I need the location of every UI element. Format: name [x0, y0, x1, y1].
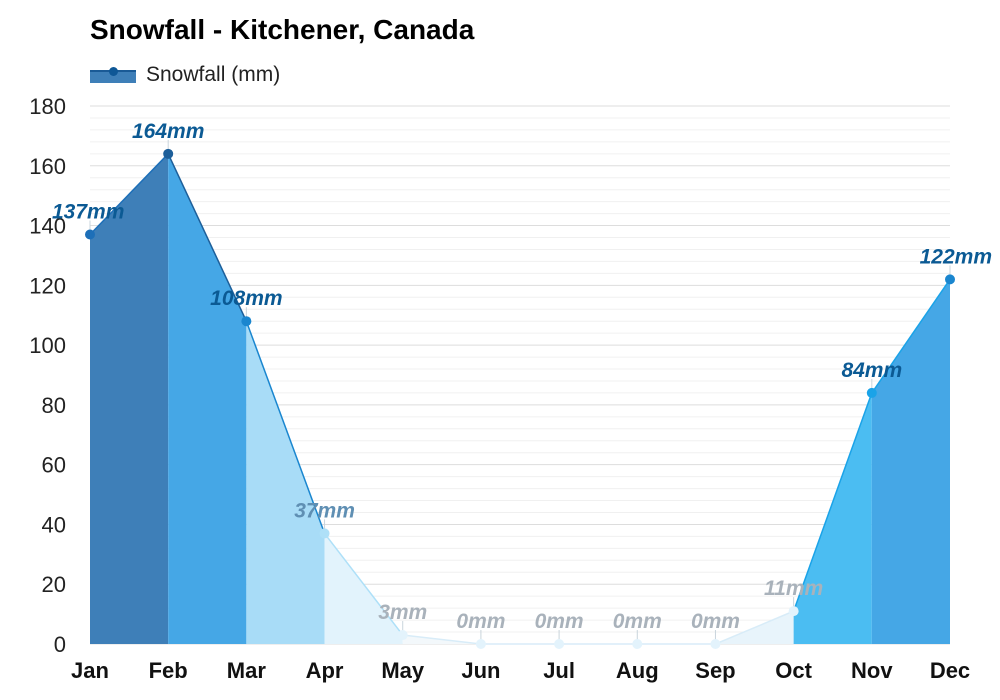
data-point-aug — [632, 639, 643, 649]
data-label-feb: 164mm — [132, 120, 204, 143]
x-tick-label-may: May — [381, 658, 425, 683]
x-tick-label-feb: Feb — [149, 658, 188, 683]
data-label-jan: 137mm — [52, 201, 124, 224]
x-tick-label-jun: Jun — [461, 658, 500, 683]
y-tick-label: 20 — [42, 572, 66, 597]
series-line-segment — [89, 153, 169, 236]
area-segment-nov — [871, 279, 950, 644]
data-label-apr: 37mm — [294, 499, 355, 522]
y-tick-label: 40 — [42, 512, 66, 537]
data-labels: 137mm 164mm 108mm 37mm 3mm 0mm 0mm 0mm 0mm 11mm 84… — [52, 120, 992, 633]
y-axis-ticks: 0 20 40 60 80 100 120 140 160 180 — [29, 94, 66, 657]
y-tick-label: 140 — [29, 214, 66, 239]
data-points — [85, 139, 955, 649]
series-lines — [89, 153, 951, 645]
y-tick-label: 100 — [29, 333, 66, 358]
data-label-may: 3mm — [378, 601, 427, 624]
legend-label: Snowfall (mm) — [146, 63, 281, 86]
y-tick-label: 160 — [29, 154, 66, 179]
series-line-segment — [167, 153, 248, 322]
y-tick-label: 0 — [54, 632, 66, 657]
data-point-jan — [85, 229, 95, 240]
legend-swatch-icon — [90, 67, 136, 83]
x-axis-ticks: Jan Feb Mar Apr May Jun Jul Aug Sep Oct Nov Dec — [71, 658, 970, 683]
y-tick-label: 120 — [29, 273, 66, 298]
data-label-oct: 11mm — [764, 577, 823, 600]
data-point-jul — [554, 639, 565, 649]
x-tick-label-aug: Aug — [616, 658, 659, 683]
data-label-aug: 0mm — [613, 610, 662, 633]
x-tick-label-jul: Jul — [543, 658, 575, 683]
x-tick-label-oct: Oct — [775, 658, 812, 683]
legend[interactable]: Snowfall (mm) — [90, 60, 280, 90]
data-label-sep: 0mm — [691, 610, 740, 633]
series-line-segment — [792, 392, 873, 612]
series-line-segment — [715, 610, 794, 645]
data-point-apr — [319, 528, 330, 539]
y-tick-label: 80 — [42, 393, 66, 418]
data-label-nov: 84mm — [841, 359, 902, 382]
area-segment-feb — [168, 153, 247, 645]
x-tick-label-mar: Mar — [227, 658, 267, 683]
area-segment-oct — [793, 392, 872, 644]
data-label-mar: 108mm — [210, 287, 282, 310]
data-point-mar — [241, 316, 252, 327]
area-segment-mar — [246, 321, 325, 644]
area-segment-apr — [324, 533, 403, 644]
x-tick-label-sep: Sep — [695, 658, 735, 683]
data-label-jul: 0mm — [535, 610, 584, 633]
area-segment-jan — [90, 153, 169, 645]
y-tick-label: 60 — [42, 453, 66, 478]
chart-title: Snowfall - Kitchener, Canada — [90, 14, 475, 45]
data-label-jun: 0mm — [456, 610, 505, 633]
x-tick-label-dec: Dec — [930, 658, 970, 683]
data-point-dec — [945, 274, 955, 285]
data-label-dec: 122mm — [920, 245, 992, 268]
x-tick-label-apr: Apr — [306, 658, 344, 683]
data-point-jun — [475, 639, 486, 649]
area-segments — [90, 153, 950, 645]
y-tick-label: 180 — [29, 94, 66, 119]
series-line-segment — [402, 634, 481, 645]
data-point-may — [397, 630, 408, 641]
x-tick-label-nov: Nov — [851, 658, 893, 683]
series-line-segment — [323, 532, 404, 636]
data-point-oct — [788, 606, 799, 617]
series-line-segment — [871, 278, 951, 394]
x-tick-label-jan: Jan — [71, 658, 109, 683]
data-point-nov — [866, 387, 877, 398]
data-point-feb — [163, 148, 174, 159]
series-line-segment — [245, 320, 326, 534]
data-point-sep — [710, 639, 721, 649]
